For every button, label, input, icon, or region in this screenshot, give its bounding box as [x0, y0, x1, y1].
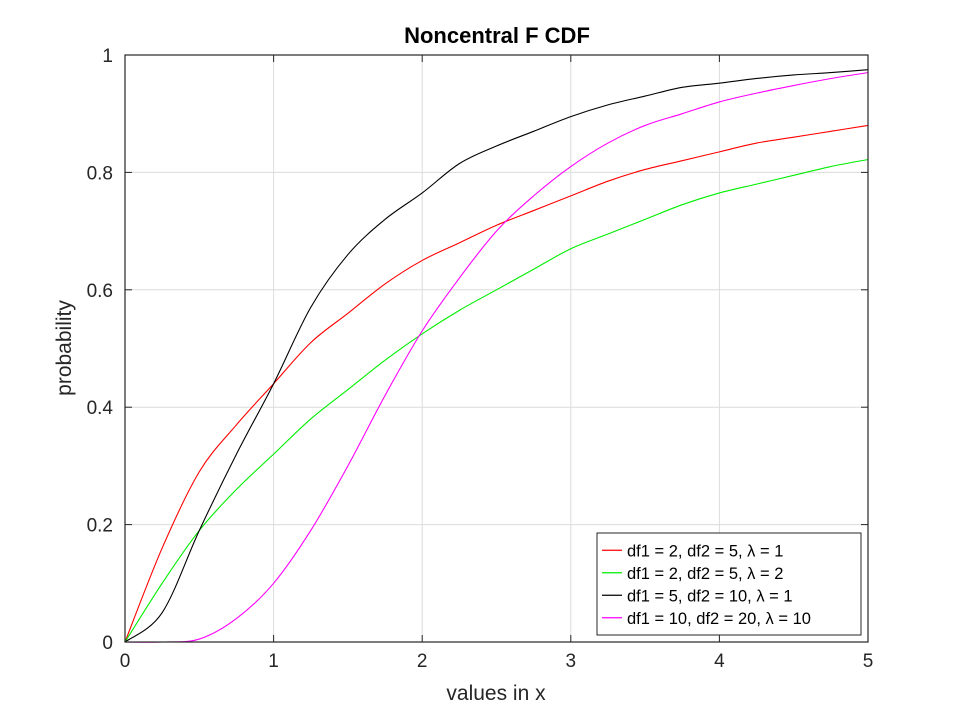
y-tick-label: 0: [102, 633, 113, 654]
legend: df1 = 2, df2 = 5, λ = 1 df1 = 2, df2 = 5,…: [596, 532, 862, 636]
legend-label: df1 = 2, df2 = 5, λ = 2: [627, 565, 783, 583]
y-tick-label: 1: [102, 46, 113, 67]
series-line-1: [124, 124, 869, 643]
series-line-2: [124, 158, 869, 643]
x-tick-label: 3: [566, 651, 577, 672]
x-tick-label: 5: [863, 651, 874, 672]
y-tick-label: 0.6: [87, 281, 113, 302]
chart-title: Noncentral F CDF: [404, 23, 590, 48]
series-line-4: [124, 72, 869, 643]
series-lines: [124, 69, 869, 643]
legend-label: df1 = 5, df2 = 10, λ = 1: [627, 587, 793, 605]
y-axis-label: probability: [53, 300, 76, 396]
axis-ticks: 0 1 2 3 4 5 0 0.2 0.4 0.6 0.8 1: [87, 46, 874, 672]
x-tick-label: 0: [120, 651, 131, 672]
x-tick-label: 1: [268, 651, 279, 672]
x-tick-label: 4: [714, 651, 725, 672]
x-axis-label: values in x: [446, 682, 546, 705]
axes-box: [124, 54, 869, 643]
y-tick-label: 0.2: [87, 516, 113, 537]
legend-label: df1 = 2, df2 = 5, λ = 1: [627, 542, 783, 560]
legend-label: df1 = 10, df2 = 20, λ = 10: [627, 610, 811, 628]
y-tick-label: 0.4: [87, 398, 114, 419]
x-tick-label: 2: [417, 651, 428, 672]
y-tick-label: 0.8: [87, 163, 113, 184]
legend-box: [596, 532, 862, 636]
series-line-3: [124, 69, 869, 643]
